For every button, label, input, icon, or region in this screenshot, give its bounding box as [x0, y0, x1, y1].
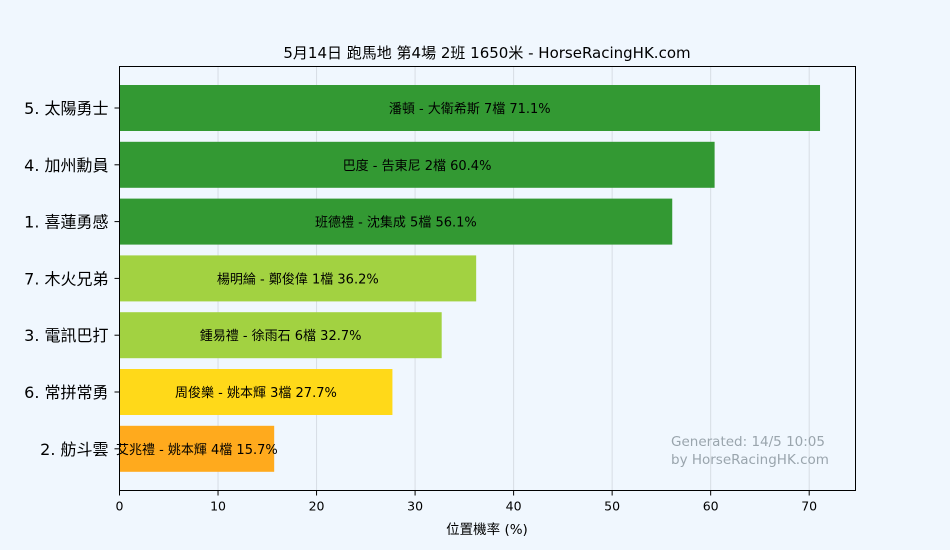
watermark-source: by HorseRacingHK.com	[671, 452, 829, 468]
bar-label: 楊明綸 - 鄭俊偉 1檔 36.2%	[217, 271, 379, 287]
category-label: 2. 舫斗雲	[40, 440, 108, 459]
x-tick-label: 30	[407, 499, 423, 514]
x-tick-label: 20	[309, 499, 325, 514]
bar	[119, 255, 477, 302]
bar	[119, 425, 275, 472]
bar-label: 巴度 - 告東尼 2檔 60.4%	[343, 158, 492, 174]
x-ticks: 0 10 20 30 40 50 60 70	[116, 490, 817, 514]
category-labels: 5. 太陽勇士 4. 加州勳員 1. 喜蓮勇感 7. 木火兄弟 3. 電訊巴打 6. 常拼…	[24, 99, 120, 459]
category-label: 7. 木火兄弟	[24, 269, 108, 288]
x-tick-label: 40	[506, 499, 522, 514]
bar	[119, 141, 715, 188]
x-axis-label: 位置機率 (%)	[446, 521, 528, 538]
category-label: 4. 加州勳員	[24, 156, 108, 175]
bar	[119, 369, 393, 415]
x-tick-label: 0	[116, 499, 124, 514]
bars	[119, 85, 821, 472]
bar-label: 班德禮 - 沈集成 5檔 56.1%	[315, 215, 477, 231]
bar-labels: 潘頓 - 大衛希斯 7檔 71.1% 巴度 - 告東尼 2檔 60.4% 班德禮 -…	[116, 102, 551, 458]
bar	[119, 312, 442, 359]
category-label: 5. 太陽勇士	[24, 99, 108, 118]
x-tick-label: 50	[604, 499, 620, 514]
bar-label: 艾兆禮 - 姚本輝 4檔 15.7%	[116, 443, 278, 458]
x-tick-label: 60	[703, 499, 719, 514]
x-tick-label: 10	[210, 499, 226, 514]
category-label: 6. 常拼常勇	[24, 383, 108, 402]
category-label: 1. 喜蓮勇感	[24, 213, 108, 232]
watermark-generated: Generated: 14/5 10:05	[671, 434, 825, 450]
category-label: 3. 電訊巴打	[24, 326, 108, 345]
bar-label: 潘頓 - 大衛希斯 7檔 71.1%	[389, 102, 551, 117]
bar	[119, 85, 821, 131]
chart-title: 5月14日 跑馬地 第4場 2班 1650米 - HorseRacingHK.c…	[283, 44, 690, 62]
plot-frame	[119, 66, 856, 491]
bar-label: 鍾易禮 - 徐雨石 6檔 32.7%	[200, 329, 362, 344]
bar-label: 周俊樂 - 姚本輝 3檔 27.7%	[175, 385, 337, 401]
x-tick-label: 70	[801, 499, 817, 514]
bar	[119, 198, 673, 245]
